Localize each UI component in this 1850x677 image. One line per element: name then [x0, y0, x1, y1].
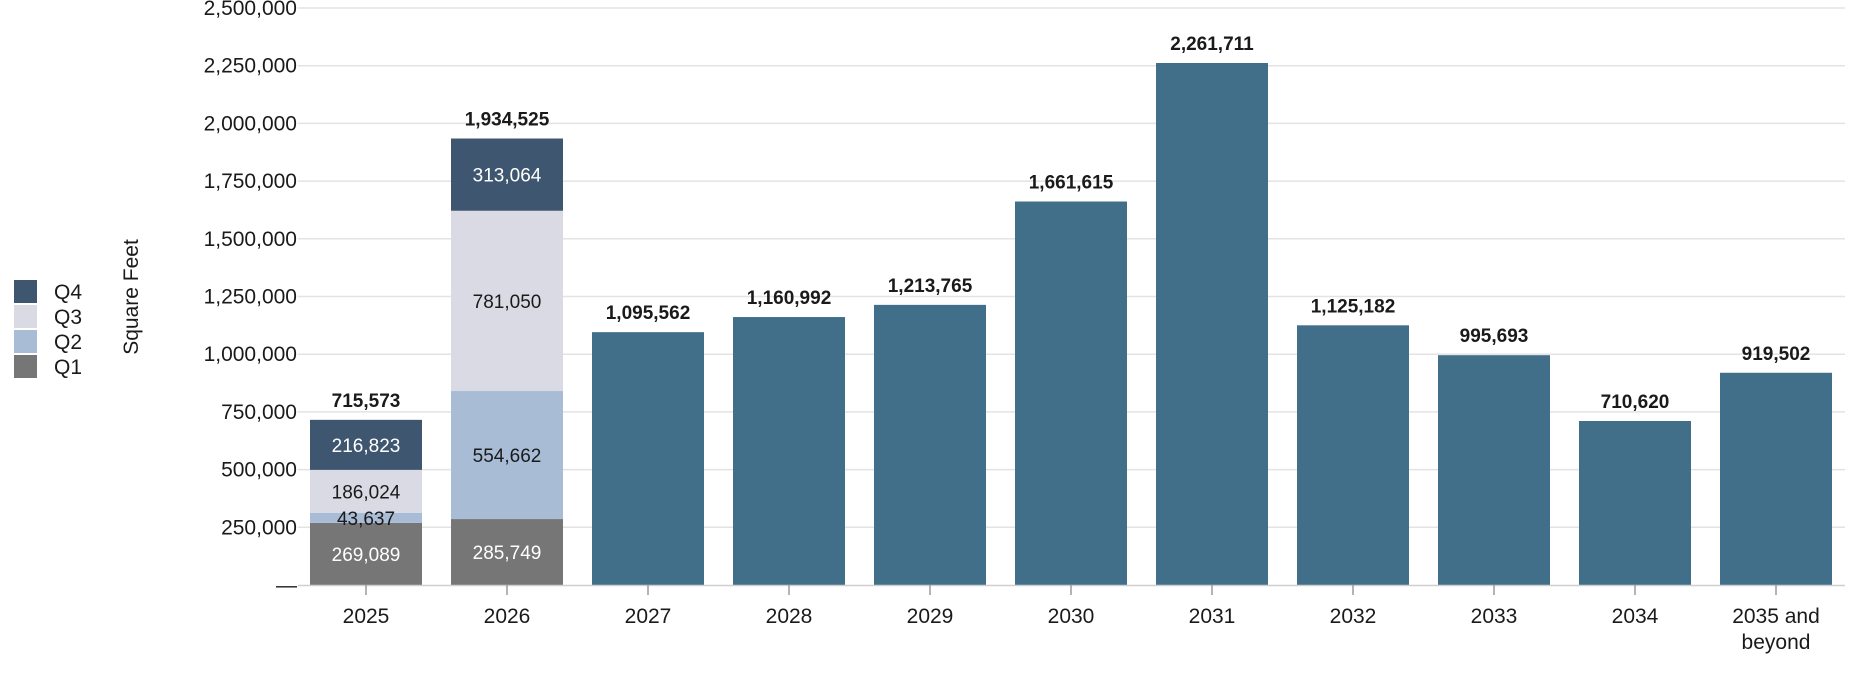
bar-2034 [1579, 420, 1691, 585]
segment-label: 285,749 [473, 543, 542, 564]
y-tick-label: 1,000,000 [204, 343, 297, 366]
x-tick-label: 2026 [484, 605, 531, 628]
segment-label: 43,637 [337, 509, 395, 530]
x-tick-label: 2028 [766, 605, 813, 628]
total-label: 1,661,615 [1029, 172, 1114, 193]
legend-swatch-q3 [14, 305, 37, 328]
total-label: 1,160,992 [747, 288, 832, 309]
bar-2030 [1015, 201, 1127, 585]
x-tick-label: 2035 and beyond [1732, 605, 1820, 654]
segment-label: 216,823 [332, 436, 401, 457]
bar-2033 [1438, 355, 1550, 585]
total-label: 1,095,562 [606, 303, 691, 324]
bars [310, 62, 1832, 586]
bar-2031 [1156, 62, 1268, 586]
y-axis-ticks: — 250,000 500,000 750,000 1,000,000 1,250,000… [204, 0, 297, 597]
bar-segment-q4-2026 [451, 138, 563, 211]
bar-segment-q2-2026 [451, 391, 563, 520]
y-tick-label: 2,000,000 [204, 112, 297, 135]
segment-label: 313,064 [473, 166, 542, 187]
bar-segment-q4-2025 [310, 419, 422, 470]
segment-label: 781,050 [473, 292, 542, 313]
y-tick-label: 1,500,000 [204, 228, 297, 251]
total-label: 2,261,711 [1170, 34, 1254, 55]
total-label: 715,573 [332, 391, 401, 412]
total-label: 919,502 [1742, 344, 1811, 365]
x-tick-label: 2029 [907, 605, 954, 628]
y-tick-label: — [276, 574, 297, 597]
segment-label: 269,089 [332, 545, 401, 566]
bar-labels: 269,089 43,637 186,024 216,823 715,573 285,74… [332, 34, 1811, 566]
legend-label-q4: Q4 [54, 281, 82, 304]
y-axis-title: Square Feet [120, 239, 143, 355]
x-tick-label: 2025 [343, 605, 390, 628]
bar-segment-q3-2026 [451, 210, 563, 392]
x-tick-label: 2030 [1048, 605, 1095, 628]
total-label: 710,620 [1601, 392, 1670, 413]
y-tick-label: 1,250,000 [204, 286, 297, 309]
x-tick-label: 2032 [1330, 605, 1377, 628]
y-tick-label: 500,000 [221, 459, 297, 482]
bar-segment-q1-2025 [310, 522, 422, 585]
y-tick-label: 250,000 [221, 516, 297, 539]
bar-segment-q1-2026 [451, 519, 563, 585]
bar-2029 [874, 304, 986, 585]
x-axis: 2025 2026 2027 2028 2029 2030 2031 2032 2033 2034… [298, 584, 1845, 654]
segment-label: 554,662 [473, 446, 542, 467]
total-label: 995,693 [1460, 326, 1529, 347]
bar-2027 [592, 332, 704, 585]
x-tick-label: 2034 [1612, 605, 1659, 628]
bar-segment-q2-2025 [310, 512, 422, 523]
y-tick-label: 2,250,000 [204, 55, 297, 78]
total-label: 1,934,525 [465, 110, 550, 131]
bar-segment-q3-2025 [310, 469, 422, 513]
bar-2032 [1297, 325, 1409, 585]
x-tick-label: 2033 [1471, 605, 1518, 628]
total-label: 1,213,765 [888, 276, 973, 297]
bar-2028 [733, 317, 845, 585]
total-label: 1,125,182 [1311, 296, 1396, 317]
legend-label-q2: Q2 [54, 331, 82, 354]
legend-swatch-q1 [14, 355, 37, 378]
y-tick-label: 2,500,000 [204, 0, 297, 20]
legend-swatch-q2 [14, 330, 37, 353]
y-tick-label: 750,000 [221, 401, 297, 424]
segment-label: 186,024 [332, 482, 401, 503]
legend-label-q1: Q1 [54, 356, 82, 379]
legend-label-q3: Q3 [54, 306, 82, 329]
legend-swatch-q4 [14, 280, 37, 303]
x-tick-label: 2027 [625, 605, 672, 628]
bar-2035-and-beyond [1720, 372, 1832, 585]
x-tick-label: 2031 [1189, 605, 1236, 628]
y-tick-label: 1,750,000 [204, 170, 297, 193]
